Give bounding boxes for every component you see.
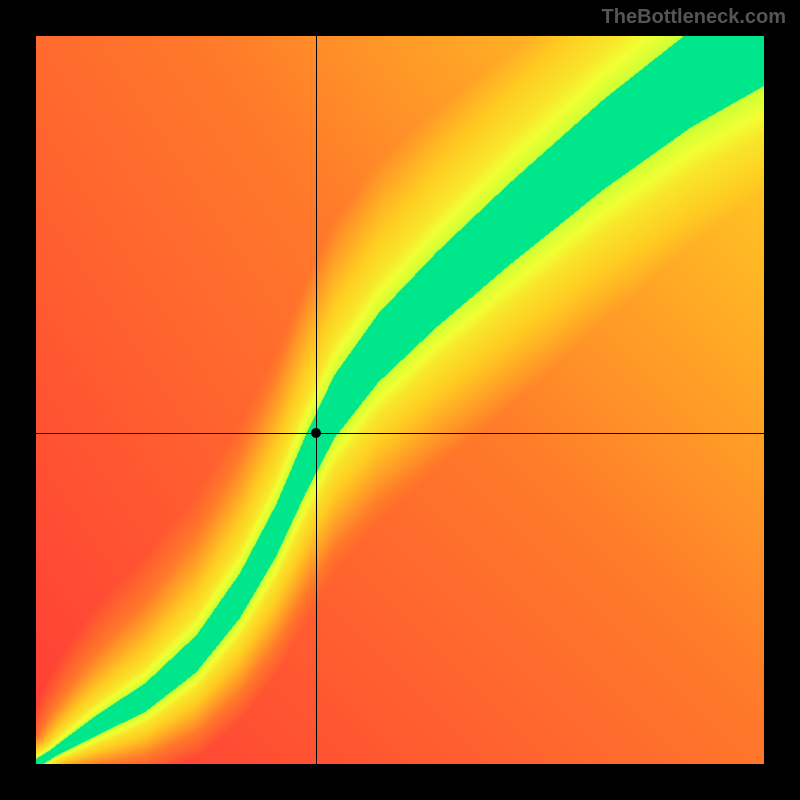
crosshair-vertical	[316, 36, 317, 764]
bottleneck-heatmap	[36, 36, 764, 764]
selection-marker	[311, 428, 321, 438]
heatmap-canvas	[36, 36, 764, 764]
watermark-text: TheBottleneck.com	[602, 6, 786, 29]
crosshair-horizontal	[36, 433, 764, 434]
